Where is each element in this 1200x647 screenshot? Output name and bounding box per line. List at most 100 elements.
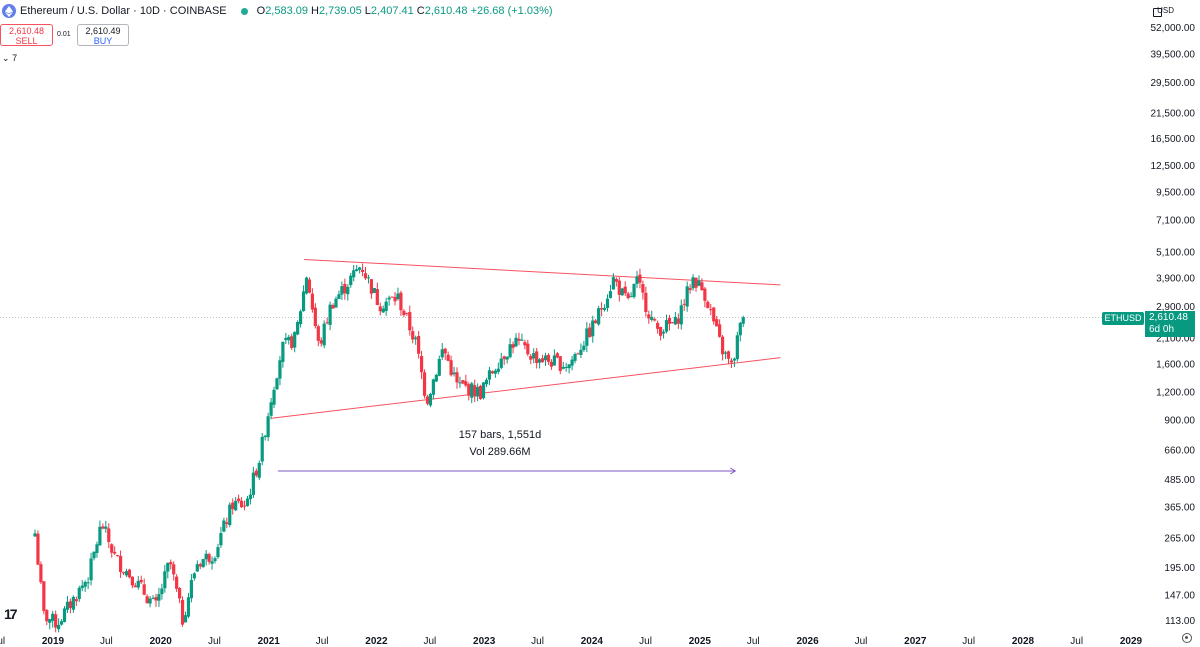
- candle-body: [476, 386, 480, 397]
- trendline: [271, 357, 781, 419]
- candle-body: [487, 370, 492, 380]
- candle-body: [434, 374, 438, 382]
- y-tick-label: 900.00: [1164, 415, 1195, 426]
- buy-button[interactable]: 2,610.49 BUY: [77, 24, 129, 46]
- candle-body: [104, 526, 108, 529]
- candle-body: [396, 293, 400, 300]
- candle-body: [166, 562, 170, 572]
- y-tick-label: 29,500.00: [1151, 78, 1196, 89]
- candle-body: [151, 597, 155, 599]
- spread-value: 0.01: [57, 31, 71, 38]
- candle-body: [340, 286, 344, 295]
- fullscreen-icon[interactable]: [1153, 8, 1162, 17]
- sell-button[interactable]: 2,610.48 SELL: [0, 24, 53, 46]
- x-tick-label: Jul: [316, 636, 329, 647]
- candle-body: [284, 337, 288, 341]
- y-tick-label: 9,500.00: [1156, 187, 1195, 198]
- trendline: [304, 258, 781, 286]
- candle-body: [514, 337, 518, 347]
- symbol-header[interactable]: Ethereum / U.S. Dollar · 10D · COINBASE …: [0, 0, 556, 22]
- candle-body: [452, 372, 456, 375]
- candle-body: [582, 345, 586, 350]
- candle-body: [709, 309, 713, 311]
- x-tick-label: Jul: [423, 636, 436, 647]
- symbol-price-tag: ETHUSD: [1102, 312, 1144, 325]
- candle-body: [210, 561, 214, 564]
- candle-body: [222, 520, 226, 532]
- candle-body: [729, 360, 734, 363]
- currency-label[interactable]: USD: [1157, 6, 1174, 15]
- candle-body: [594, 320, 598, 324]
- candle-body: [723, 352, 728, 354]
- candle-body: [647, 314, 651, 319]
- candle-body: [57, 624, 61, 630]
- candle-body: [540, 358, 545, 363]
- candle-body: [458, 382, 462, 384]
- candle-body: [42, 581, 46, 611]
- candle-body: [505, 356, 509, 360]
- ohlc-high-key: H: [311, 5, 319, 17]
- candle-body: [738, 322, 742, 336]
- candle-body: [508, 344, 512, 358]
- candle-body: [641, 284, 645, 293]
- y-tick-label: 52,000.00: [1151, 23, 1196, 34]
- x-tick-label: Jul: [531, 636, 544, 647]
- candle-body: [411, 331, 415, 340]
- candle-body: [532, 353, 536, 359]
- candle-body: [437, 358, 441, 376]
- candle-body: [697, 280, 701, 286]
- candle-body: [269, 402, 273, 416]
- candle-body: [310, 293, 314, 310]
- candle-body: [343, 283, 347, 294]
- x-tick-label: Jul: [962, 636, 975, 647]
- candle-body: [127, 569, 132, 578]
- candle-body: [116, 555, 120, 557]
- candle-body: [101, 526, 105, 529]
- candle-body: [36, 533, 40, 565]
- candle-body: [145, 596, 149, 604]
- candle-body: [328, 304, 332, 325]
- candle-body: [92, 551, 96, 559]
- candle-body: [287, 336, 291, 341]
- y-tick-label: 21,500.00: [1151, 108, 1196, 119]
- candle-body: [384, 301, 388, 311]
- x-tick-label: Jul: [100, 636, 113, 647]
- candle-body: [59, 621, 64, 625]
- x-tick-label: Jul: [855, 636, 868, 647]
- y-tick-label: 3,900.00: [1156, 274, 1195, 285]
- candle-body: [732, 358, 736, 361]
- x-tick-label: Jul: [0, 636, 5, 647]
- measure-arrow-head: [730, 467, 737, 475]
- candle-body: [77, 587, 81, 600]
- candle-body: [555, 353, 559, 358]
- tradingview-logo-icon[interactable]: 17: [4, 606, 18, 622]
- candle-body: [644, 292, 648, 312]
- candle-body: [467, 384, 471, 396]
- candle-body: [352, 270, 356, 278]
- candle-body: [216, 547, 220, 558]
- candle-body: [573, 354, 577, 361]
- candle-body: [248, 494, 253, 500]
- candle-body: [118, 555, 123, 573]
- candle-body: [304, 277, 309, 294]
- candle-body: [499, 358, 503, 368]
- candle-body: [585, 328, 589, 346]
- candle-body: [316, 326, 320, 341]
- y-tick-label: 265.00: [1164, 534, 1195, 545]
- indicators-toggle[interactable]: ⌄ 7: [2, 53, 17, 64]
- settings-gear-icon[interactable]: [1182, 633, 1192, 643]
- candle-body: [425, 396, 430, 404]
- candle-body: [358, 267, 362, 270]
- candle-body: [68, 601, 73, 608]
- candle-body: [399, 292, 403, 311]
- candle-body: [650, 317, 654, 320]
- candle-body: [366, 277, 371, 279]
- candle-body: [535, 351, 539, 363]
- candle-body: [133, 585, 137, 588]
- candle-body: [213, 558, 217, 562]
- symbol-title[interactable]: Ethereum / U.S. Dollar · 10D · COINBASE: [20, 5, 227, 17]
- candle-body: [272, 389, 276, 405]
- candle-body: [275, 378, 279, 390]
- x-tick-label: 2027: [904, 636, 927, 647]
